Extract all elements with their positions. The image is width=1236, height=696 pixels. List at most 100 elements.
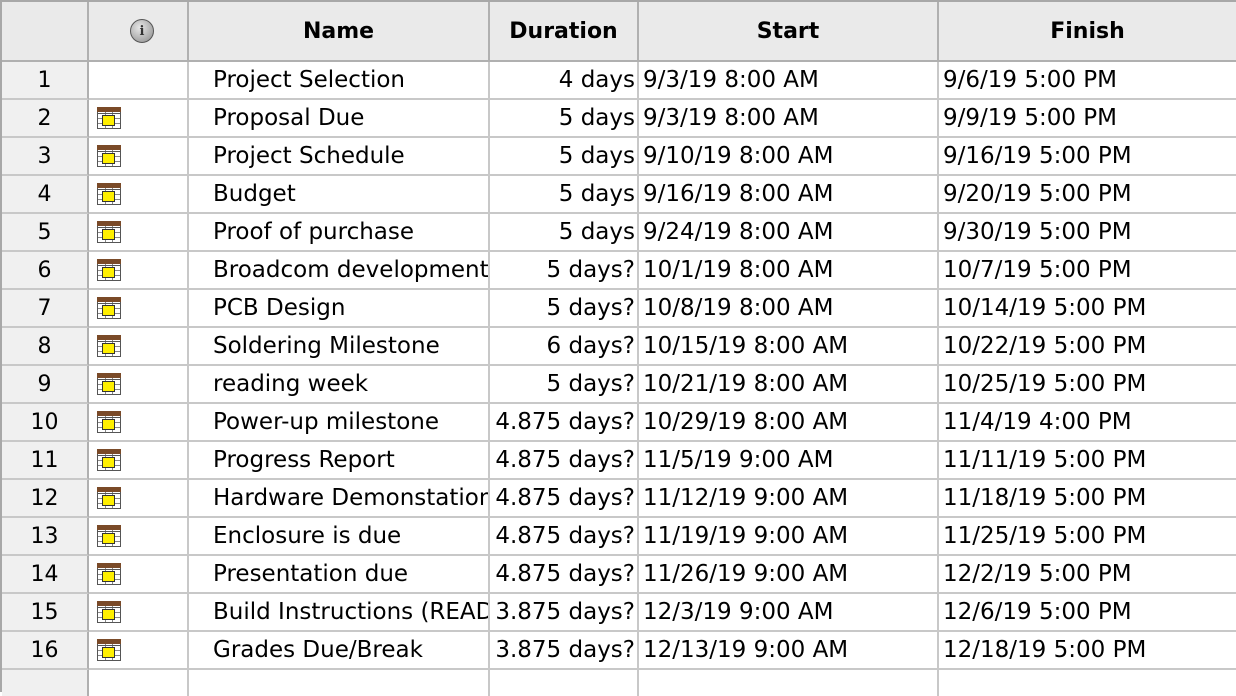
calendar-task-icon[interactable] — [97, 525, 121, 547]
task-name[interactable]: Proposal Due — [189, 100, 490, 138]
task-start[interactable]: 12/13/19 9:00 AM — [639, 632, 939, 670]
task-finish[interactable]: 11/18/19 5:00 PM — [939, 480, 1236, 518]
task-name[interactable]: Power-up milestone — [189, 404, 490, 442]
table-row[interactable]: 7 PCB Design 5 days? 10/8/19 8:00 AM 10/14/1… — [2, 290, 1236, 328]
header-start[interactable]: Start — [639, 2, 939, 62]
task-finish[interactable]: 10/22/19 5:00 PM — [939, 328, 1236, 366]
task-finish[interactable]: 10/25/19 5:00 PM — [939, 366, 1236, 404]
table-row[interactable]: 9 reading week 5 days? 10/21/19 8:00 AM 10/2… — [2, 366, 1236, 404]
task-duration[interactable]: 4.875 days? — [490, 480, 639, 518]
header-indicators[interactable]: i — [89, 2, 189, 62]
task-start[interactable]: 11/19/19 9:00 AM — [639, 518, 939, 556]
row-id[interactable]: 3 — [2, 138, 89, 176]
task-finish[interactable]: 11/4/19 4:00 PM — [939, 404, 1236, 442]
task-duration[interactable]: 4.875 days? — [490, 404, 639, 442]
table-row[interactable]: 8 Soldering Milestone 6 days? 10/15/19 8:00… — [2, 328, 1236, 366]
header-duration[interactable]: Duration — [490, 2, 639, 62]
row-id[interactable]: 2 — [2, 100, 89, 138]
task-name[interactable]: Soldering Milestone — [189, 328, 490, 366]
table-row[interactable]: 15 Build Instructions (README)3.875 days?… — [2, 594, 1236, 632]
task-finish[interactable]: 9/6/19 5:00 PM — [939, 62, 1236, 100]
row-id[interactable]: 15 — [2, 594, 89, 632]
task-duration[interactable]: 4.875 days? — [490, 556, 639, 594]
select-all-corner[interactable] — [2, 2, 89, 62]
task-name[interactable]: Broadcom development — [189, 252, 490, 290]
row-id[interactable]: 13 — [2, 518, 89, 556]
task-finish[interactable]: 10/14/19 5:00 PM — [939, 290, 1236, 328]
task-finish[interactable]: 12/18/19 5:00 PM — [939, 632, 1236, 670]
task-duration[interactable]: 5 days? — [490, 290, 639, 328]
table-row[interactable]: 11 Progress Report 4.875 days? 11/5/19 9:00… — [2, 442, 1236, 480]
task-finish[interactable]: 11/25/19 5:00 PM — [939, 518, 1236, 556]
task-start[interactable]: 9/10/19 8:00 AM — [639, 138, 939, 176]
task-start[interactable]: 10/8/19 8:00 AM — [639, 290, 939, 328]
task-start[interactable]: 9/3/19 8:00 AM — [639, 62, 939, 100]
row-id[interactable]: 8 — [2, 328, 89, 366]
calendar-task-icon[interactable] — [97, 221, 121, 243]
table-row[interactable]: 14 Presentation due 4.875 days? 11/26/19 9:… — [2, 556, 1236, 594]
calendar-task-icon[interactable] — [97, 563, 121, 585]
task-duration[interactable]: 3.875 days? — [490, 594, 639, 632]
calendar-task-icon[interactable] — [97, 145, 121, 167]
task-duration[interactable]: 5 days — [490, 138, 639, 176]
table-row[interactable]: 3 Project Schedule 5 days 9/10/19 8:00 AM 9/… — [2, 138, 1236, 176]
task-finish[interactable]: 12/6/19 5:00 PM — [939, 594, 1236, 632]
calendar-task-icon[interactable] — [97, 259, 121, 281]
task-start[interactable]: 10/1/19 8:00 AM — [639, 252, 939, 290]
calendar-task-icon[interactable] — [97, 487, 121, 509]
row-id[interactable]: 5 — [2, 214, 89, 252]
calendar-task-icon[interactable] — [97, 335, 121, 357]
calendar-task-icon[interactable] — [97, 411, 121, 433]
task-start[interactable]: 12/3/19 9:00 AM — [639, 594, 939, 632]
task-name[interactable]: Project Selection — [189, 62, 490, 100]
task-start[interactable]: 10/21/19 8:00 AM — [639, 366, 939, 404]
table-row[interactable]: 1 Project Selection 4 days 9/3/19 8:00 AM 9/… — [2, 62, 1236, 100]
table-row[interactable]: 12 Hardware Demonstation 4.875 days? 11/12/… — [2, 480, 1236, 518]
row-id[interactable]: 7 — [2, 290, 89, 328]
empty-row-id[interactable] — [2, 670, 89, 696]
task-duration[interactable]: 3.875 days? — [490, 632, 639, 670]
task-duration[interactable]: 5 days — [490, 214, 639, 252]
task-duration[interactable]: 4.875 days? — [490, 518, 639, 556]
task-finish[interactable]: 10/7/19 5:00 PM — [939, 252, 1236, 290]
row-id[interactable]: 10 — [2, 404, 89, 442]
calendar-task-icon[interactable] — [97, 107, 121, 129]
task-start[interactable]: 9/3/19 8:00 AM — [639, 100, 939, 138]
task-finish[interactable]: 9/30/19 5:00 PM — [939, 214, 1236, 252]
empty-row-indicator[interactable] — [89, 670, 189, 696]
table-row[interactable]: 16 Grades Due/Break 3.875 days? 12/13/19 9:… — [2, 632, 1236, 670]
task-duration[interactable]: 4.875 days? — [490, 442, 639, 480]
task-finish[interactable]: 9/9/19 5:00 PM — [939, 100, 1236, 138]
empty-row[interactable] — [2, 670, 1236, 696]
empty-row-duration[interactable] — [490, 670, 639, 696]
calendar-task-icon[interactable] — [97, 449, 121, 471]
task-duration[interactable]: 4 days — [490, 62, 639, 100]
task-duration[interactable]: 6 days? — [490, 328, 639, 366]
table-row[interactable]: 4 Budget 5 days 9/16/19 8:00 AM 9/20/19 5:00… — [2, 176, 1236, 214]
task-start[interactable]: 9/24/19 8:00 AM — [639, 214, 939, 252]
task-name[interactable]: Progress Report — [189, 442, 490, 480]
task-name[interactable]: Budget — [189, 176, 490, 214]
row-id[interactable]: 4 — [2, 176, 89, 214]
header-name[interactable]: Name — [189, 2, 490, 62]
task-name[interactable]: PCB Design — [189, 290, 490, 328]
task-finish[interactable]: 11/11/19 5:00 PM — [939, 442, 1236, 480]
empty-row-finish[interactable] — [939, 670, 1236, 696]
task-start[interactable]: 10/29/19 8:00 AM — [639, 404, 939, 442]
row-id[interactable]: 11 — [2, 442, 89, 480]
task-start[interactable]: 11/26/19 9:00 AM — [639, 556, 939, 594]
empty-row-start[interactable] — [639, 670, 939, 696]
table-row[interactable]: 5 Proof of purchase 5 days 9/24/19 8:00 AM 9… — [2, 214, 1236, 252]
task-name[interactable]: Project Schedule — [189, 138, 490, 176]
task-name[interactable]: Enclosure is due — [189, 518, 490, 556]
task-name[interactable]: Build Instructions (README) — [189, 594, 490, 632]
task-start[interactable]: 11/12/19 9:00 AM — [639, 480, 939, 518]
task-name[interactable]: Hardware Demonstation — [189, 480, 490, 518]
row-id[interactable]: 16 — [2, 632, 89, 670]
table-row[interactable]: 2 Proposal Due 5 days 9/3/19 8:00 AM 9/9/19 … — [2, 100, 1236, 138]
calendar-task-icon[interactable] — [97, 601, 121, 623]
task-name[interactable]: reading week — [189, 366, 490, 404]
task-start[interactable]: 11/5/19 9:00 AM — [639, 442, 939, 480]
task-duration[interactable]: 5 days — [490, 176, 639, 214]
task-name[interactable]: Presentation due — [189, 556, 490, 594]
